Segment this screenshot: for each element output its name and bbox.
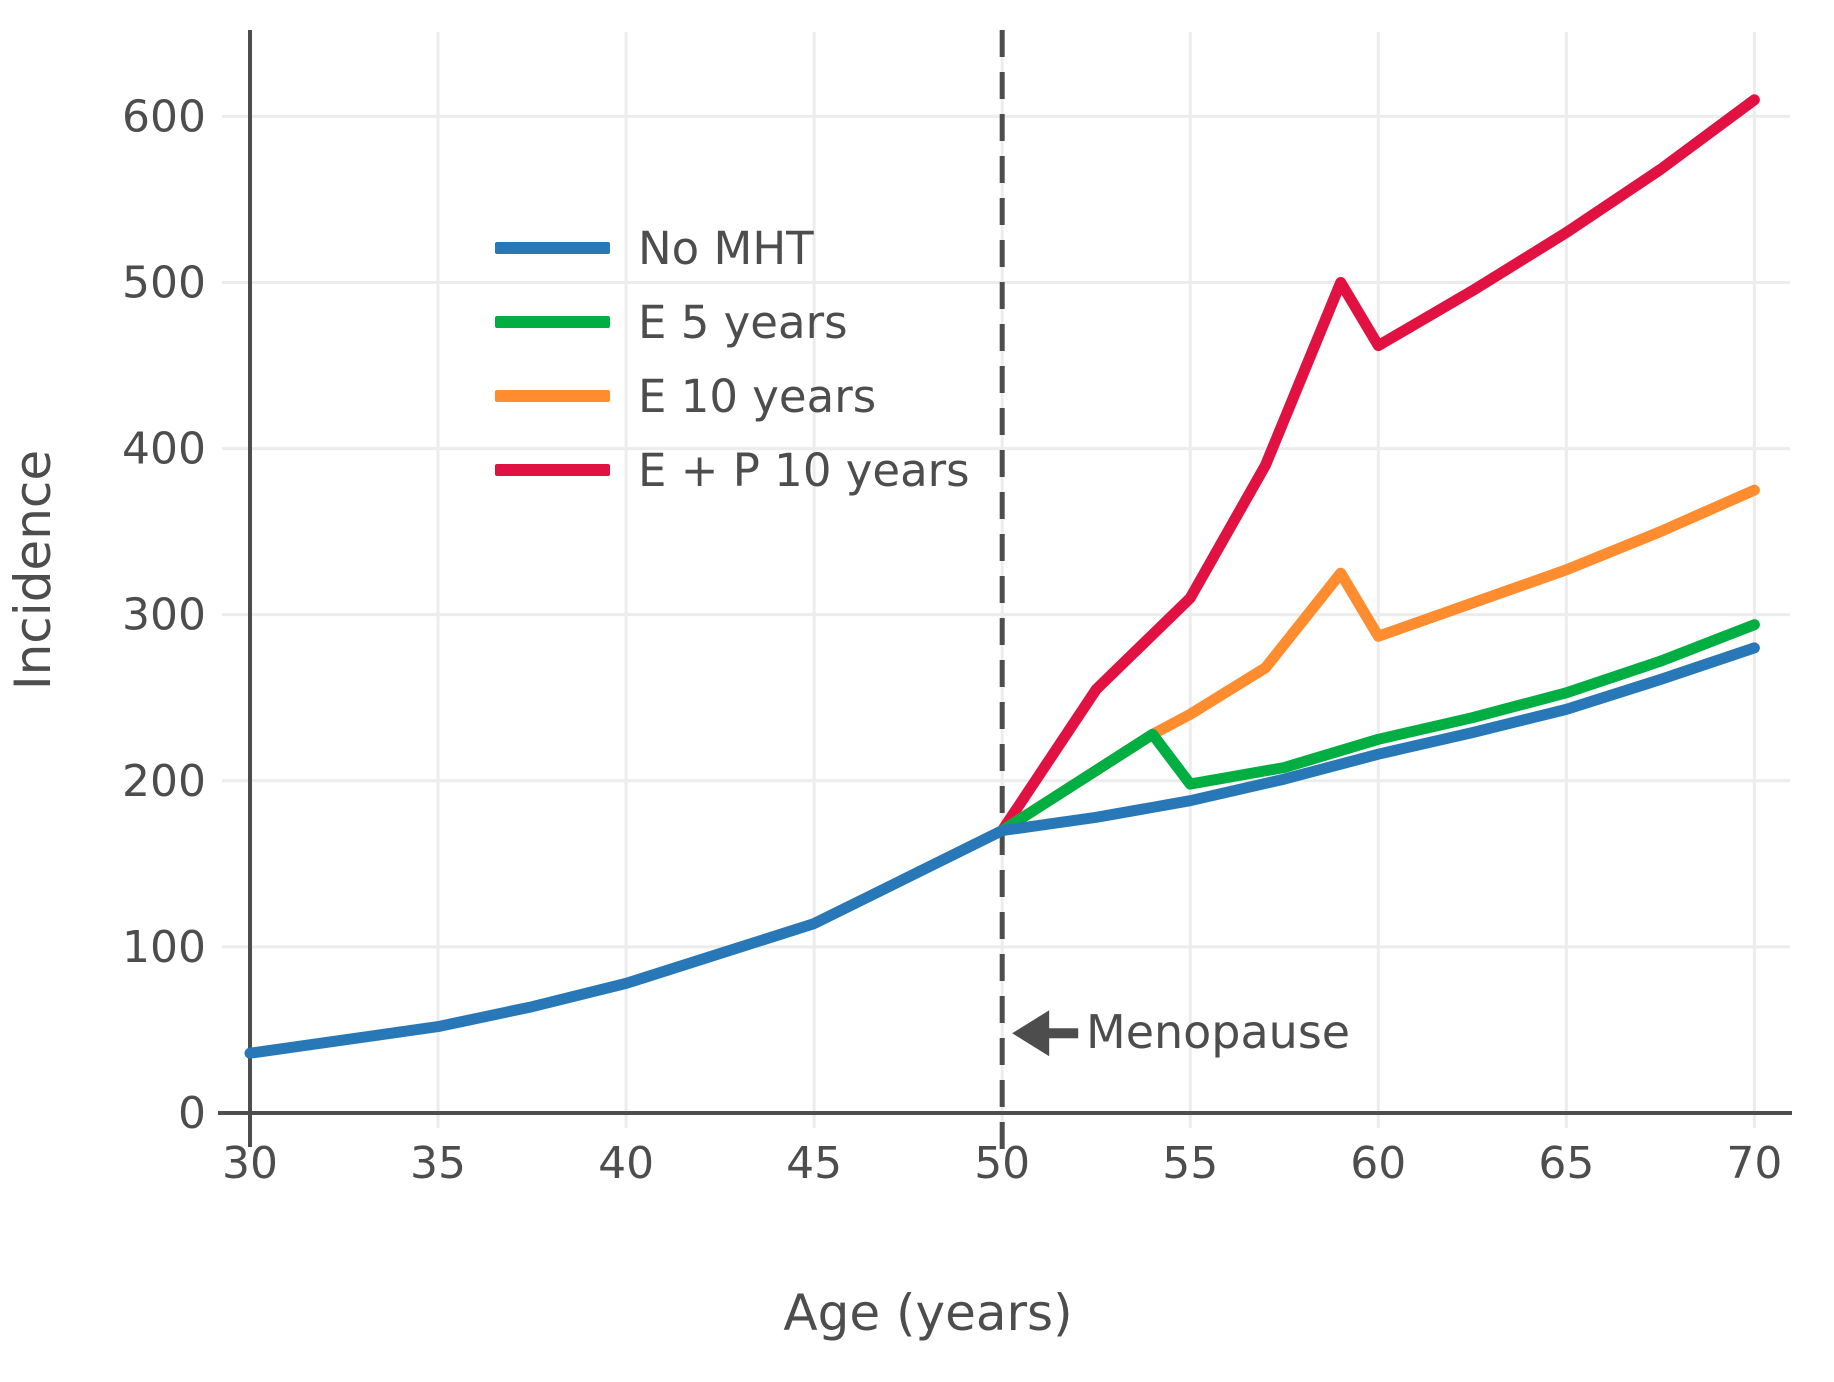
legend-label-e-10-years: E 10 years [638, 370, 876, 423]
y-axis-title: Incidence [4, 450, 62, 690]
series-line-no-mht [244, 642, 1760, 1059]
x-tick-label: 60 [1350, 1138, 1406, 1189]
x-tick-label: 45 [786, 1138, 842, 1189]
menopause-annotation [999, 30, 1079, 1150]
data-series [244, 94, 1760, 1059]
x-tick-label: 35 [410, 1138, 466, 1189]
y-tick-label: 400 [122, 424, 206, 475]
series-line-e-10-years [996, 484, 1760, 837]
menopause-arrow-icon [1012, 1010, 1050, 1057]
legend-swatch-e-5-years [495, 316, 610, 328]
x-axis-title: Age (years) [783, 1284, 1072, 1342]
x-tick-label: 30 [222, 1138, 278, 1189]
y-tick-label: 300 [122, 590, 206, 641]
y-tick-label: 500 [122, 257, 206, 308]
series-line-e-5-years [996, 619, 1760, 837]
series-line-e-p-10-years [996, 94, 1760, 837]
x-tick-label: 55 [1162, 1138, 1218, 1189]
legend: No MHT E 5 years E 10 years E + P 10 years [495, 222, 970, 497]
legend-label-no-mht: No MHT [638, 222, 814, 275]
menopause-label: Menopause [1086, 1005, 1350, 1059]
y-tick-label: 200 [122, 756, 206, 807]
y-tick-label: 100 [122, 922, 206, 973]
legend-label-e-5-years: E 5 years [638, 296, 848, 349]
y-tick-label: 0 [178, 1088, 206, 1139]
tick-labels: 30 35 40 45 50 55 60 65 70 0 100 200 300 400 500 600 [122, 91, 1782, 1189]
legend-swatch-e-p-10-years [495, 464, 610, 476]
legend-swatch-no-mht [495, 242, 610, 254]
legend-label-e-p-10-years: E + P 10 years [638, 444, 970, 497]
x-tick-label: 65 [1538, 1138, 1594, 1189]
menopause-arrow-shaft [1045, 1028, 1079, 1039]
gridlines [222, 32, 1790, 1128]
x-tick-label: 40 [598, 1138, 654, 1189]
legend-swatch-e-10-years [495, 390, 610, 402]
axes [218, 30, 1792, 1147]
y-tick-label: 600 [122, 91, 206, 142]
x-tick-label: 70 [1726, 1138, 1782, 1189]
x-tick-label: 50 [974, 1138, 1030, 1189]
